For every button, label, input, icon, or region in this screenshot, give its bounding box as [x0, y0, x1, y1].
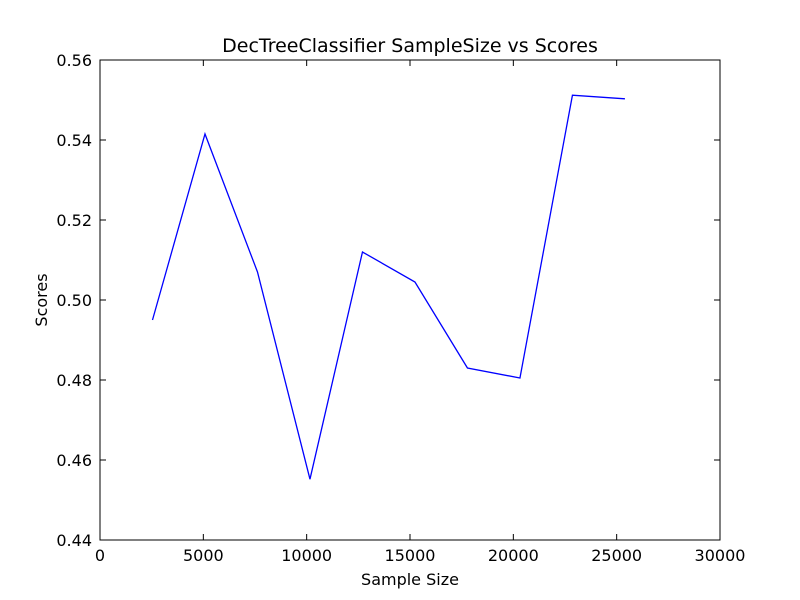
plot-area: 0 5000 10000 15000 20000 25000 30000 0.44 0.46 0.…	[56, 51, 745, 565]
y-tick-label: 0.46	[56, 451, 92, 470]
y-tick-label: 0.50	[56, 291, 92, 310]
y-tick-label: 0.54	[56, 131, 92, 150]
x-tick-label: 15000	[385, 546, 436, 565]
y-axis-label: Scores	[32, 273, 51, 326]
chart-title: DecTreeClassifier SampleSize vs Scores	[222, 35, 598, 57]
x-tick-label: 10000	[281, 546, 332, 565]
x-tick-label: 0	[95, 546, 105, 565]
x-tick-label: 5000	[183, 546, 224, 565]
x-tick-label: 25000	[591, 546, 642, 565]
y-tick-label: 0.52	[56, 211, 92, 230]
x-axis-label: Sample Size	[361, 570, 459, 589]
y-tick-label: 0.44	[56, 531, 92, 550]
x-tick-label: 20000	[488, 546, 539, 565]
x-tick-label: 30000	[695, 546, 746, 565]
y-tick-label: 0.48	[56, 371, 92, 390]
y-tick-label: 0.56	[56, 51, 92, 70]
series-line-0	[151, 94, 625, 480]
